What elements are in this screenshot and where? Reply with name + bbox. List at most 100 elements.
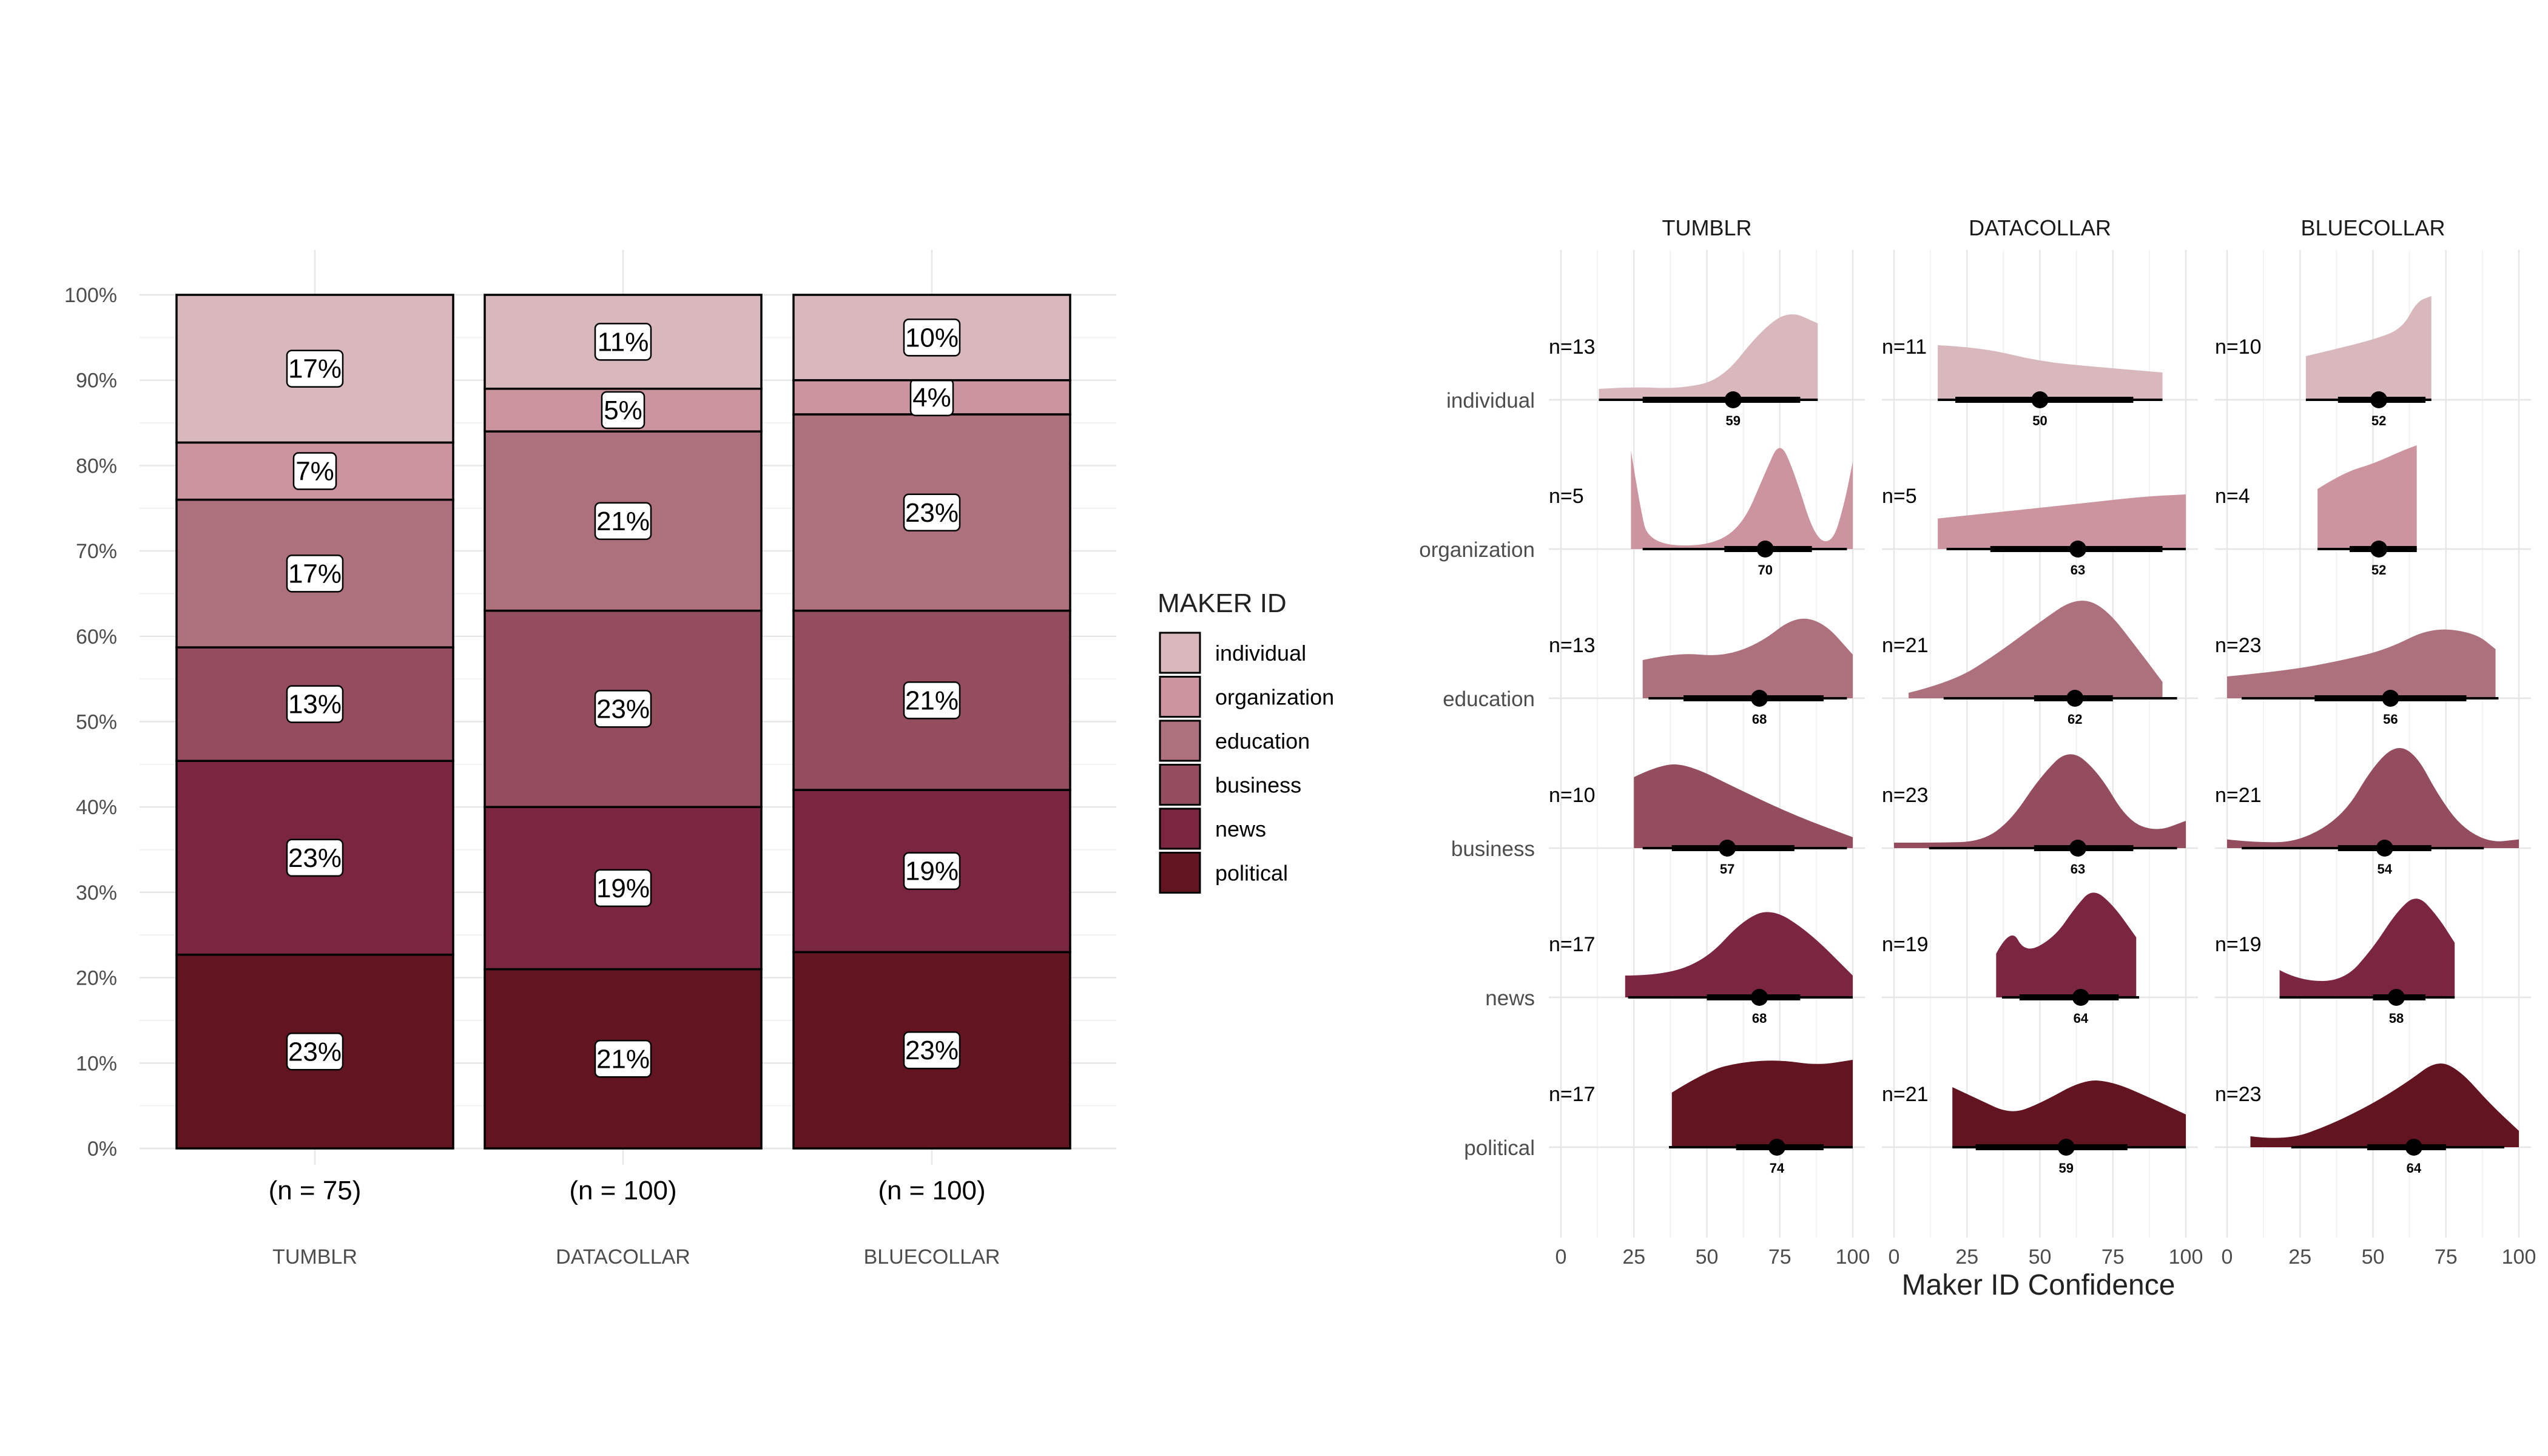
y-tick-label: 10% bbox=[76, 1052, 117, 1075]
legend-swatch-individual bbox=[1160, 633, 1200, 673]
data-label: 5% bbox=[604, 396, 642, 425]
median-point bbox=[2376, 840, 2393, 857]
n-label: n=10 bbox=[2215, 335, 2262, 359]
median-label: 52 bbox=[2371, 413, 2386, 428]
n-label: n=19 bbox=[1882, 933, 1929, 956]
legend-swatch-political bbox=[1160, 853, 1200, 893]
median-point bbox=[1725, 391, 1742, 408]
facet-title: DATACOLLAR bbox=[1969, 215, 2111, 240]
median-point bbox=[2069, 541, 2086, 558]
data-label: 10% bbox=[905, 323, 959, 352]
row-label: political bbox=[1464, 1136, 1535, 1160]
median-label: 50 bbox=[2032, 413, 2047, 428]
y-tick-label: 80% bbox=[76, 454, 117, 477]
median-label: 59 bbox=[1726, 413, 1741, 428]
median-point bbox=[1768, 1139, 1785, 1156]
y-tick-label: 30% bbox=[76, 881, 117, 905]
n-label: n=10 bbox=[1549, 784, 1596, 807]
median-label: 74 bbox=[1770, 1161, 1785, 1176]
density-news bbox=[2280, 898, 2455, 997]
y-tick-label: 0% bbox=[87, 1138, 117, 1161]
legend: MAKER ID individual organization education… bbox=[1158, 588, 1334, 893]
data-label: 7% bbox=[295, 457, 334, 487]
n-label: n=21 bbox=[1882, 634, 1929, 657]
x-tick-label: 50 bbox=[2362, 1245, 2385, 1269]
data-label: 23% bbox=[596, 694, 650, 724]
x-tick-label: 25 bbox=[1955, 1245, 1978, 1269]
density-news bbox=[1996, 892, 2136, 997]
density-political bbox=[2250, 1063, 2519, 1147]
data-label: 23% bbox=[905, 1036, 959, 1065]
n-label: (n = 100) bbox=[569, 1176, 676, 1205]
x-tick-label: 100 bbox=[2502, 1245, 2536, 1269]
n-label: n=4 bbox=[2215, 485, 2250, 508]
median-label: 70 bbox=[1758, 562, 1772, 578]
median-point bbox=[2370, 391, 2387, 408]
median-label: 58 bbox=[2389, 1011, 2404, 1026]
median-point bbox=[2066, 690, 2083, 707]
x-tick-label: 0 bbox=[1555, 1245, 1567, 1269]
legend-label: business bbox=[1215, 773, 1301, 798]
n-label: (n = 100) bbox=[878, 1176, 985, 1205]
density-education bbox=[1643, 619, 1853, 698]
legend-label: education bbox=[1215, 729, 1310, 753]
n-label: n=23 bbox=[1882, 784, 1929, 807]
x-tick-label: 75 bbox=[2435, 1245, 2458, 1269]
y-tick-label: 90% bbox=[76, 369, 117, 393]
x-tick-label: BLUECOLLAR bbox=[864, 1245, 1000, 1269]
y-tick-label: 70% bbox=[76, 540, 117, 563]
x-tick-label: TUMBLR bbox=[272, 1245, 357, 1269]
density-organization bbox=[2317, 445, 2417, 549]
median-label: 63 bbox=[2071, 562, 2085, 578]
x-tick-label: 25 bbox=[2288, 1245, 2311, 1269]
density-news bbox=[1625, 912, 1853, 997]
y-tick-label: 60% bbox=[76, 625, 117, 649]
n-label: n=23 bbox=[2215, 1083, 2262, 1106]
n-label: n=21 bbox=[1882, 1083, 1929, 1106]
x-tick-label: 50 bbox=[1696, 1245, 1719, 1269]
legend-swatch-news bbox=[1160, 809, 1200, 849]
row-label: organization bbox=[1419, 538, 1535, 562]
data-label: 19% bbox=[596, 874, 650, 903]
x-axis-title: Maker ID Confidence bbox=[1902, 1269, 2176, 1301]
n-label: n=11 bbox=[1882, 335, 1927, 359]
row-label: news bbox=[1485, 986, 1535, 1010]
legend-label: individual bbox=[1215, 641, 1306, 666]
x-tick-label: 0 bbox=[1889, 1245, 1900, 1269]
density-individual bbox=[1938, 345, 2162, 400]
data-label: 23% bbox=[905, 498, 959, 528]
median-point bbox=[2072, 989, 2089, 1006]
legend-label: news bbox=[1215, 817, 1266, 841]
n-label: n=23 bbox=[2215, 634, 2262, 657]
x-tick-label: DATACOLLAR bbox=[556, 1245, 690, 1269]
x-tick-label: 75 bbox=[2101, 1245, 2125, 1269]
density-education bbox=[2227, 630, 2496, 698]
density-organization bbox=[1631, 448, 1853, 550]
median-point bbox=[2069, 840, 2086, 857]
data-label: 11% bbox=[598, 327, 649, 357]
legend-swatch-organization bbox=[1160, 677, 1200, 717]
n-label: n=21 bbox=[2215, 784, 2262, 807]
row-label: business bbox=[1451, 837, 1535, 861]
median-point bbox=[2058, 1139, 2075, 1156]
x-tick-label: 0 bbox=[2222, 1245, 2233, 1269]
data-label: 23% bbox=[288, 843, 342, 873]
n-label: n=13 bbox=[1549, 634, 1596, 657]
n-label: n=5 bbox=[1882, 485, 1917, 508]
median-point bbox=[2032, 391, 2049, 408]
data-label: 21% bbox=[596, 1044, 650, 1074]
legend-swatch-education bbox=[1160, 721, 1200, 761]
median-label: 63 bbox=[2071, 861, 2085, 877]
y-tick-label: 20% bbox=[76, 967, 117, 990]
median-point bbox=[2370, 541, 2387, 558]
median-point bbox=[1757, 541, 1774, 558]
data-label: 23% bbox=[288, 1037, 342, 1067]
n-label: n=13 bbox=[1549, 335, 1596, 359]
median-label: 68 bbox=[1752, 1011, 1767, 1026]
median-label: 54 bbox=[2377, 861, 2392, 877]
legend-label: organization bbox=[1215, 685, 1334, 710]
median-label: 64 bbox=[2407, 1161, 2422, 1176]
x-tick-label: 100 bbox=[2169, 1245, 2203, 1269]
density-education bbox=[1909, 601, 2162, 698]
